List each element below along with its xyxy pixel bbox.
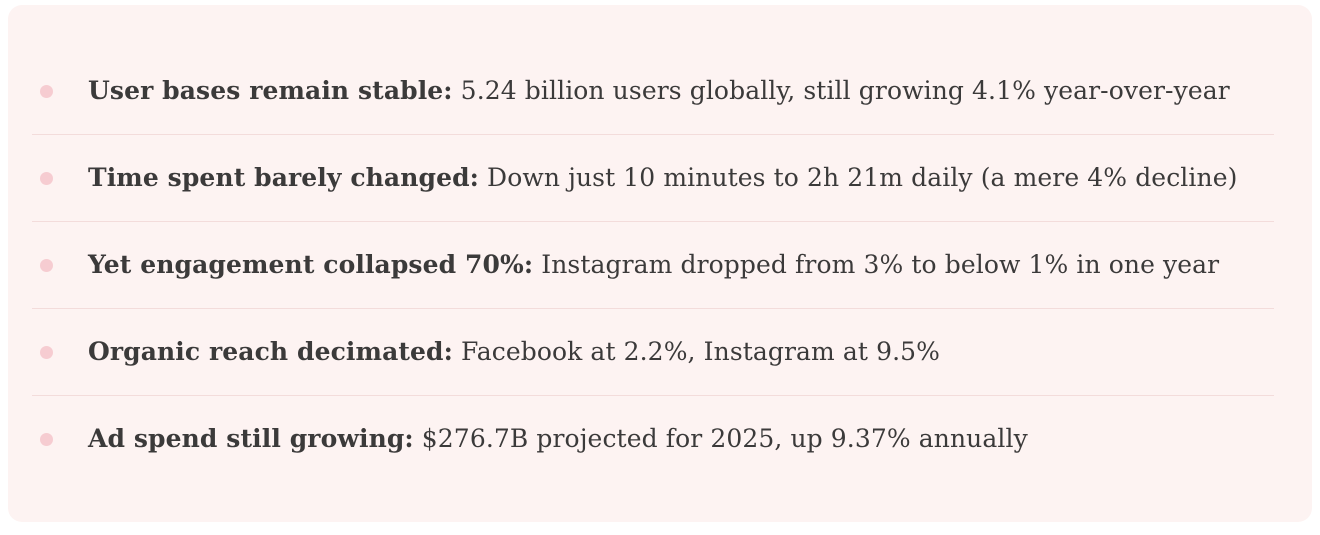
list-item-lead: User bases remain stable: <box>88 76 453 106</box>
list-item-text: Yet engagement collapsed 70%: Instagram … <box>88 249 1219 280</box>
list-item-rest: Instagram dropped from 3% to below 1% in… <box>533 250 1220 280</box>
list-item: Yet engagement collapsed 70%: Instagram … <box>8 222 1312 308</box>
divider <box>32 134 1274 135</box>
list-item-lead: Yet engagement collapsed 70%: <box>88 250 534 280</box>
insights-card: User bases remain stable: 5.24 billion u… <box>8 5 1312 522</box>
list-item: Time spent barely changed: Down just 10 … <box>8 135 1312 221</box>
list-item-text: User bases remain stable: 5.24 billion u… <box>88 75 1230 106</box>
list-item-text: Organic reach decimated: Facebook at 2.2… <box>88 336 940 367</box>
bullet-dot-icon <box>40 345 53 359</box>
bullet-dot-icon <box>40 84 53 98</box>
list-item-rest: Down just 10 minutes to 2h 21m daily (a … <box>479 163 1238 193</box>
list-item-rest: 5.24 billion users globally, still growi… <box>452 76 1230 106</box>
list-item: User bases remain stable: 5.24 billion u… <box>8 48 1312 134</box>
divider <box>32 395 1274 396</box>
divider <box>32 221 1274 222</box>
insights-list: User bases remain stable: 5.24 billion u… <box>8 48 1312 482</box>
bullet-dot-icon <box>40 432 53 446</box>
bullet-dot-icon <box>40 171 53 185</box>
bullet-dot-icon <box>40 258 53 272</box>
list-item-text: Ad spend still growing: $276.7B projecte… <box>88 423 1028 454</box>
list-item-lead: Ad spend still growing: <box>88 424 414 454</box>
list-item: Organic reach decimated: Facebook at 2.2… <box>8 309 1312 395</box>
list-item-rest: Facebook at 2.2%, Instagram at 9.5% <box>452 337 941 367</box>
list-item-lead: Time spent barely changed: <box>88 163 480 193</box>
divider <box>32 308 1274 309</box>
list-item-rest: $276.7B projected for 2025, up 9.37% ann… <box>413 424 1028 454</box>
list-item: Ad spend still growing: $276.7B projecte… <box>8 396 1312 482</box>
list-item-text: Time spent barely changed: Down just 10 … <box>88 162 1237 193</box>
list-item-lead: Organic reach decimated: <box>88 337 453 367</box>
